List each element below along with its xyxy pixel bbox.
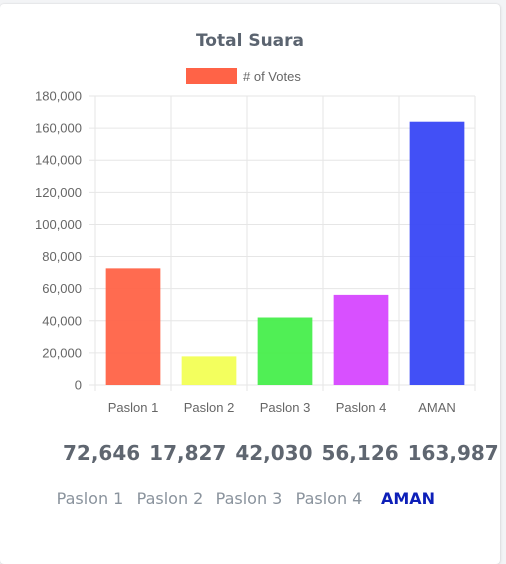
vote-totals: 72,646 17,827 42,030 56,126 163,987: [63, 441, 501, 465]
chart-title: Total Suara: [195, 31, 305, 51]
y-tick-label: 60,000: [42, 281, 82, 296]
y-tick-label: 180,000: [35, 89, 82, 104]
y-tick-label: 20,000: [42, 345, 82, 360]
candidate-tabs: Paslon 1 Paslon 2 Paslon 3 Paslon 4 AMAN: [0, 485, 500, 545]
x-tick-label: AMAN: [418, 400, 456, 415]
tab-paslon-3[interactable]: Paslon 3: [215, 489, 283, 508]
y-tick-label: 0: [75, 378, 82, 393]
legend-label: # of Votes: [243, 69, 301, 84]
legend-swatch: [186, 68, 237, 84]
vote-total-paslon-3: 42,030: [235, 441, 313, 465]
tab-aman[interactable]: AMAN: [380, 489, 436, 508]
x-tick-label: Paslon 2: [184, 400, 235, 415]
vote-total-paslon-1: 72,646: [63, 441, 141, 465]
bar: [257, 317, 313, 385]
tab-paslon-2[interactable]: Paslon 2: [136, 489, 204, 508]
y-tick-label: 120,000: [35, 185, 82, 200]
vote-total-paslon-4: 56,126: [321, 441, 399, 465]
y-tick-label: 140,000: [35, 153, 82, 168]
bar-chart: 0 20,000 40,000 60,000 80,000 100,000 120,000 1…: [35, 68, 476, 415]
y-tick-label: 40,000: [42, 313, 82, 328]
y-tick-label: 80,000: [42, 249, 82, 264]
bar: [333, 294, 389, 385]
vote-total-aman: 163,987: [407, 441, 499, 465]
tab-paslon-4[interactable]: Paslon 4: [295, 489, 363, 508]
bar: [105, 268, 161, 385]
bar: [409, 121, 465, 385]
y-tick-label: 160,000: [35, 121, 82, 136]
x-tick-label: Paslon 3: [260, 400, 311, 415]
y-tick-label: 100,000: [35, 217, 82, 232]
vote-total-paslon-2: 17,827: [149, 441, 227, 465]
bar: [181, 356, 237, 385]
x-tick-label: Paslon 4: [336, 400, 387, 415]
x-tick-label: Paslon 1: [108, 400, 159, 415]
tab-paslon-1[interactable]: Paslon 1: [56, 489, 124, 508]
